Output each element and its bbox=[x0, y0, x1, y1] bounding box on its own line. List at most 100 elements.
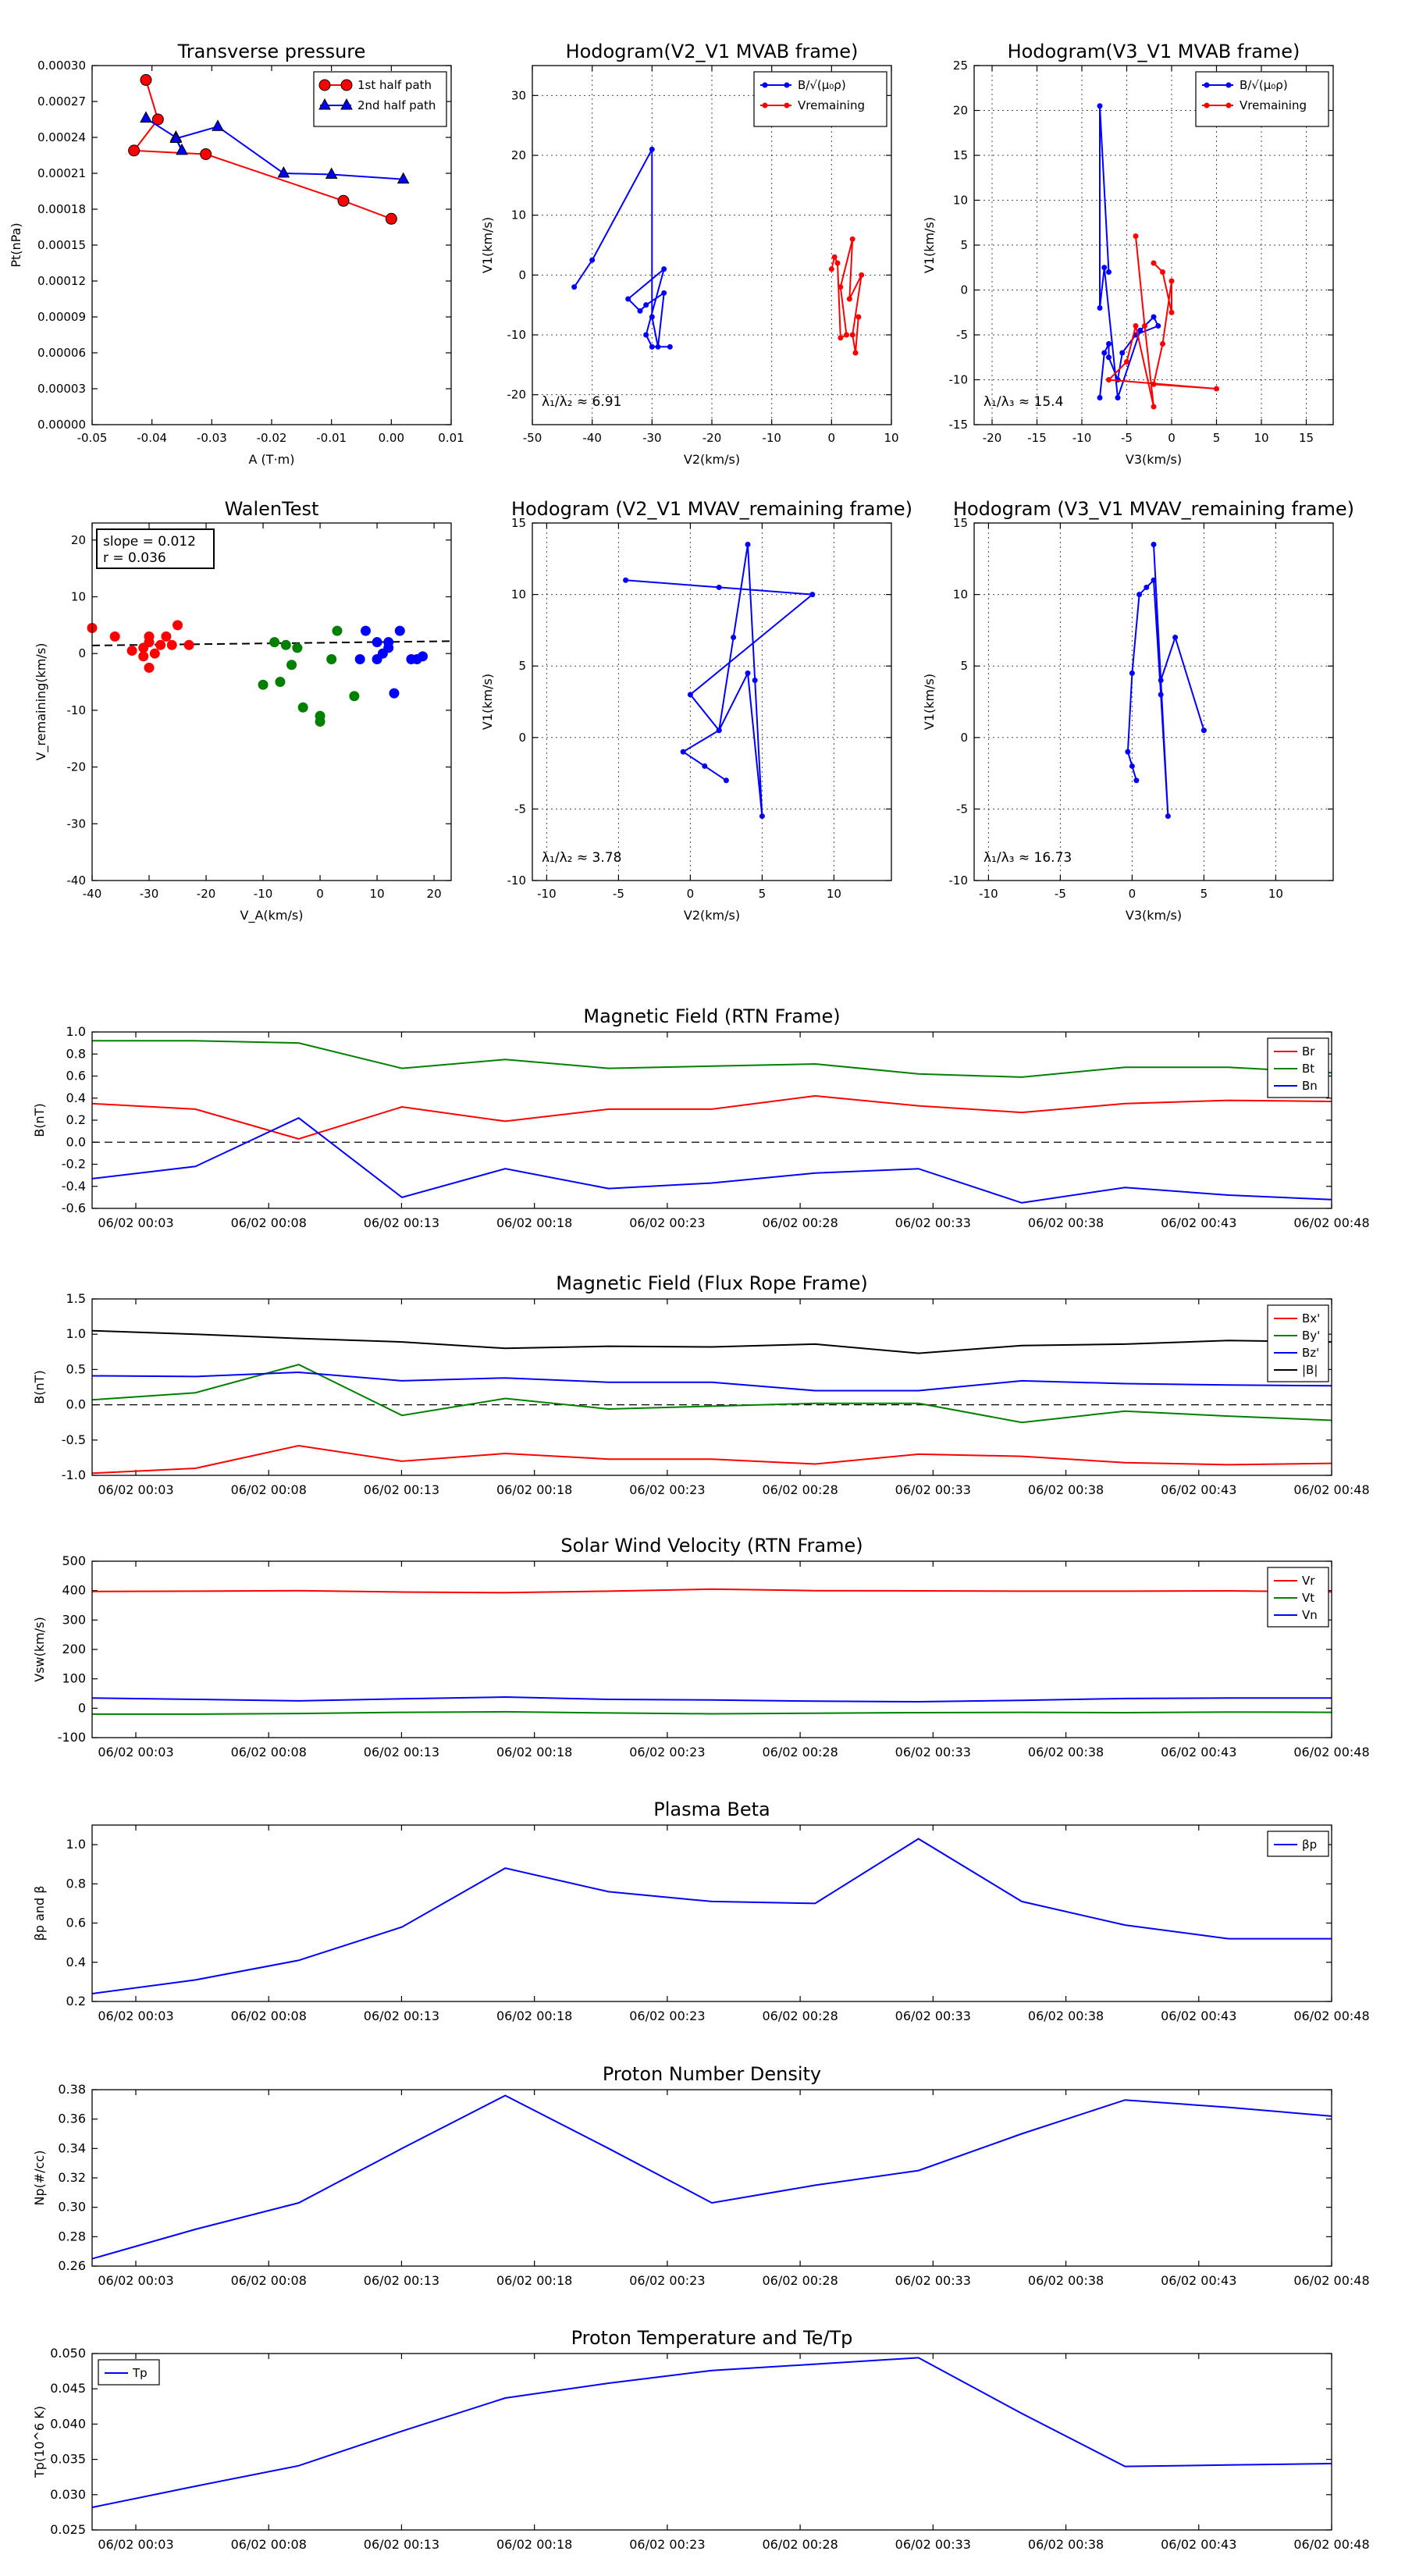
plot-frame bbox=[973, 65, 1334, 425]
y-tick-label: 10 bbox=[511, 588, 526, 602]
time-tick-label: 06/02 00:28 bbox=[762, 1215, 838, 1230]
data-point bbox=[667, 343, 673, 350]
legend-label: 1st half path bbox=[357, 78, 432, 92]
data-point bbox=[1168, 309, 1175, 315]
data-point bbox=[397, 172, 410, 184]
y-tick-label: 0.00018 bbox=[37, 202, 86, 216]
y-tick-label: 15 bbox=[511, 516, 526, 530]
data-point bbox=[1151, 314, 1157, 320]
time-tick-label: 06/02 00:23 bbox=[629, 1215, 705, 1230]
time-tick-label: 06/02 00:03 bbox=[98, 1215, 173, 1230]
y-tick-label: 0.00024 bbox=[37, 130, 86, 144]
data-point bbox=[1160, 269, 1165, 275]
data-point bbox=[183, 639, 194, 650]
y-tick-label: 10 bbox=[511, 208, 526, 222]
time-tick-label: 06/02 00:33 bbox=[895, 1745, 971, 1759]
y-tick-label: -10 bbox=[507, 873, 527, 888]
series-line bbox=[91, 1695, 1332, 1703]
time-tick-label: 06/02 00:28 bbox=[762, 2273, 838, 2288]
data-point bbox=[109, 631, 120, 642]
data-point bbox=[326, 653, 337, 664]
y-tick-label: -1.0 bbox=[62, 1468, 86, 1482]
y-tick-label: 0 bbox=[518, 731, 526, 745]
y-tick-label: 5 bbox=[518, 659, 526, 673]
data-point bbox=[831, 254, 838, 260]
data-point bbox=[332, 625, 343, 636]
data-point bbox=[212, 119, 224, 131]
y-tick-label: 20 bbox=[71, 533, 86, 547]
data-point bbox=[286, 660, 297, 671]
y-tick-label: 0.050 bbox=[50, 2346, 86, 2361]
legend-label: Bt bbox=[1302, 1062, 1314, 1076]
time-tick-label: 06/02 00:08 bbox=[231, 2273, 307, 2288]
data-point bbox=[649, 146, 655, 152]
y-tick-label: 0.00006 bbox=[37, 346, 86, 360]
time-tick-label: 06/02 00:48 bbox=[1293, 2008, 1369, 2023]
data-point bbox=[1133, 323, 1139, 329]
series-line bbox=[91, 2094, 1332, 2260]
data-point bbox=[855, 314, 862, 320]
y-tick-label: 25 bbox=[953, 59, 968, 73]
y-tick-label: 10 bbox=[71, 590, 86, 604]
time-tick-label: 06/02 00:08 bbox=[231, 1482, 307, 1497]
ratio-annotation: λ₁/λ₂ ≈ 3.78 bbox=[542, 850, 621, 866]
x-tick-label: 5 bbox=[759, 887, 767, 901]
y-tick-label: 0.2 bbox=[66, 1112, 86, 1127]
x-tick-label: -5 bbox=[1121, 431, 1133, 445]
x-tick-label: 10 bbox=[370, 887, 385, 901]
series-line bbox=[625, 544, 815, 817]
data-point bbox=[1160, 341, 1165, 347]
data-point bbox=[643, 332, 649, 338]
x-tick-label: -10 bbox=[1072, 431, 1092, 445]
time-tick-label: 06/02 00:43 bbox=[1161, 2537, 1236, 2552]
time-tick-label: 06/02 00:33 bbox=[895, 1482, 971, 1497]
data-point bbox=[1172, 635, 1179, 641]
x-tick-label: -10 bbox=[254, 887, 273, 901]
chart-title: Magnetic Field (Flux Rope Frame) bbox=[556, 1272, 867, 1294]
data-point bbox=[372, 637, 382, 648]
y-tick-label: 0.32 bbox=[58, 2170, 86, 2185]
time-tick-label: 06/02 00:38 bbox=[1028, 2273, 1104, 2288]
data-point bbox=[349, 691, 360, 702]
y-tick-label: 0.00021 bbox=[37, 166, 86, 180]
data-point bbox=[280, 639, 291, 650]
y-tick-label: 400 bbox=[62, 1583, 86, 1598]
y-tick-label: -0.2 bbox=[62, 1157, 86, 1172]
data-point bbox=[752, 678, 758, 684]
legend-marker bbox=[784, 102, 790, 109]
data-point bbox=[759, 813, 765, 820]
y-tick-label: -5 bbox=[956, 802, 968, 816]
data-point bbox=[1214, 386, 1219, 392]
y-tick-label: 0.6 bbox=[66, 1916, 86, 1930]
data-point bbox=[140, 73, 152, 86]
x-tick-label: 0 bbox=[828, 431, 836, 445]
legend-marker bbox=[340, 98, 353, 110]
y-tick-label: 1.0 bbox=[66, 1024, 86, 1039]
data-point bbox=[297, 702, 308, 713]
ratio-annotation: λ₁/λ₂ ≈ 6.91 bbox=[542, 394, 621, 410]
data-point bbox=[169, 131, 183, 144]
x-tick-label: 0 bbox=[316, 887, 324, 901]
data-point bbox=[1133, 777, 1140, 784]
y-tick-label: -10 bbox=[949, 373, 969, 387]
data-point bbox=[417, 651, 428, 662]
data-point bbox=[149, 648, 160, 659]
x-tick-label: -0.01 bbox=[316, 431, 347, 445]
time-tick-label: 06/02 00:23 bbox=[629, 2008, 705, 2023]
data-point bbox=[394, 625, 405, 636]
x-tick-label: 10 bbox=[1268, 887, 1283, 901]
y-tick-label: 0.4 bbox=[66, 1091, 86, 1105]
y-tick-label: -100 bbox=[58, 1730, 86, 1745]
chart-title: Hodogram(V2_V1 MVAB frame) bbox=[566, 41, 859, 62]
legend-marker bbox=[1225, 82, 1232, 88]
legend-label: By' bbox=[1302, 1329, 1320, 1343]
data-point bbox=[258, 679, 269, 690]
x-tick-label: -10 bbox=[762, 431, 781, 445]
data-point bbox=[173, 620, 183, 631]
time-tick-label: 06/02 00:03 bbox=[98, 2273, 173, 2288]
data-point bbox=[623, 577, 629, 583]
legend-label: Vremaining bbox=[798, 98, 865, 112]
data-point bbox=[385, 212, 397, 225]
x-axis-label: A (T·m) bbox=[249, 452, 295, 467]
